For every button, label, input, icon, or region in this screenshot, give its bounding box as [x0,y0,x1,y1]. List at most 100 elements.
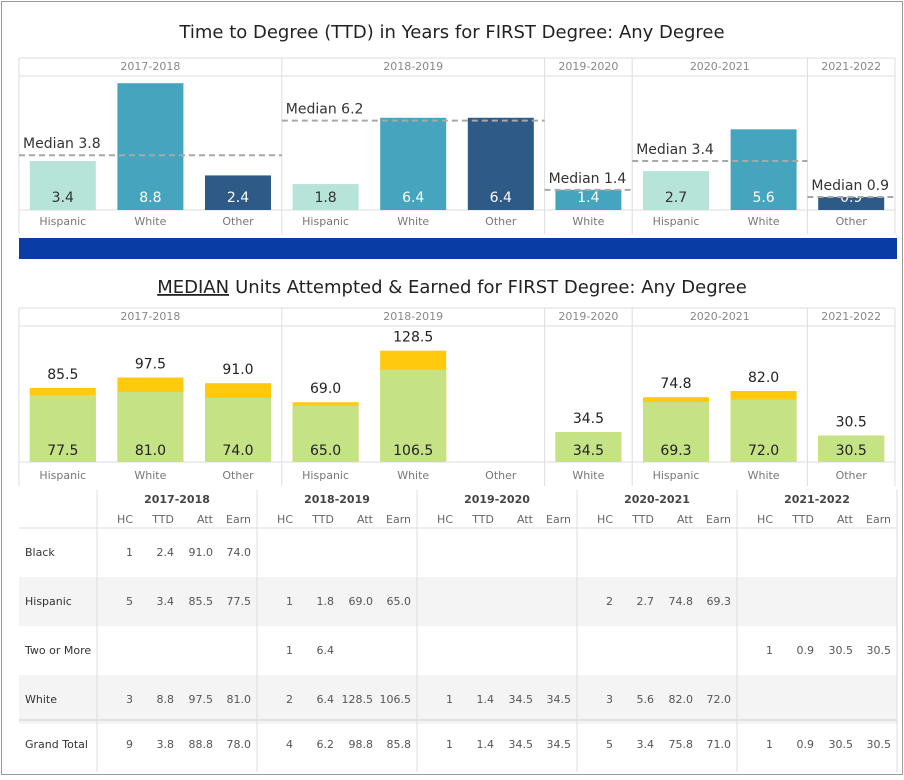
median-label: Median 3.8 [23,136,101,152]
category-label: Hispanic [302,469,349,482]
table-cell: 30.5 [867,644,892,657]
column-header: Att [357,513,374,526]
value-label: 77.5 [47,443,78,459]
category-label: Hispanic [39,215,86,228]
table-cell: 1 [286,595,293,608]
table-cell: 91.0 [189,546,214,559]
chart-title: Time to Degree (TTD) in Years for FIRST … [178,22,724,43]
bar [29,394,96,462]
table-cell: 1.4 [477,693,495,706]
panel-header: 2017-2018 [120,60,180,73]
column-header: TTD [151,513,174,526]
value-label: 72.0 [748,443,779,459]
value-label: 74.0 [222,443,253,459]
value-label: 106.5 [393,443,433,459]
table-cell: 30.5 [867,738,892,751]
table-cell: 97.5 [189,693,214,706]
row-label: Hispanic [25,595,72,608]
column-header: Earn [226,513,251,526]
table-cell: 75.8 [669,738,694,751]
category-label: White [397,469,429,482]
table-cell: 34.5 [547,738,572,751]
category-label: Hispanic [653,469,700,482]
category-label: White [572,215,604,228]
bar [555,432,622,462]
table-cell: 6.4 [317,644,335,657]
table-cell: 5.6 [637,693,655,706]
bar [117,391,184,462]
table-cell: 34.5 [547,693,572,706]
table-cell: 3.4 [637,738,655,751]
column-header: TTD [471,513,494,526]
bar [380,369,447,462]
value-label: 2.4 [227,190,249,206]
title-emphasis: MEDIAN [157,277,229,298]
panel-header: 2021-2022 [821,310,881,323]
bar [818,197,885,210]
column-header: Att [677,513,694,526]
value-label: 97.5 [135,357,166,373]
table-cell: 65.0 [387,595,412,608]
median-label: Median 3.4 [636,142,714,158]
category-label: Other [836,215,868,228]
table-cell: 6.2 [317,738,335,751]
table-cell: 5 [126,595,133,608]
value-label: 6.4 [402,190,424,206]
column-header: Att [837,513,854,526]
table-cell: 71.0 [707,738,732,751]
table-cell: 1.8 [317,595,335,608]
row-label: Grand Total [25,738,88,751]
panel-header: 2017-2018 [120,310,180,323]
table-cell: 34.5 [509,693,534,706]
value-label: 2.7 [665,190,687,206]
table-cell: 0.9 [797,738,815,751]
table-cell: 106.5 [380,693,412,706]
column-header: Earn [706,513,731,526]
table-cell: 2.4 [157,546,175,559]
column-header: Earn [386,513,411,526]
table-cell: 128.5 [342,693,374,706]
table-cell: 85.8 [387,738,412,751]
bar [205,175,271,210]
category-label: White [134,469,166,482]
table-cell: 3.4 [157,595,175,608]
value-label: 6.4 [490,190,512,206]
table-cell: 1 [446,693,453,706]
value-label: 1.4 [577,190,599,206]
row-shade [19,577,897,626]
bar [292,184,359,210]
column-header: Earn [546,513,571,526]
panel-header: 2018-2019 [383,310,443,323]
category-label: Other [222,215,254,228]
bar [380,117,447,210]
category-label: Hispanic [39,469,86,482]
chart-title: MEDIAN Units Attempted & Earned for FIRST… [157,277,747,298]
table-cell: 81.0 [227,693,252,706]
table-cell: 3 [126,693,133,706]
value-label: 30.5 [836,415,867,431]
value-label: 82.0 [748,370,779,386]
column-header: HC [117,513,133,526]
column-header: Earn [866,513,891,526]
value-label: 91.0 [222,362,253,378]
panel-header: 2018-2019 [383,60,443,73]
separator-bar [19,238,897,259]
column-header: HC [597,513,613,526]
table-cell: 2 [286,693,293,706]
category-label: Other [222,469,254,482]
category-label: Other [485,469,517,482]
value-label: 65.0 [310,443,341,459]
column-header: Att [517,513,534,526]
value-label: 85.5 [47,367,78,383]
row-label: Two or More [24,644,91,657]
group-header: 2017-2018 [144,493,210,506]
value-label: 1.8 [314,190,336,206]
table-cell: 74.8 [669,595,694,608]
panel-header: 2020-2021 [690,310,750,323]
table-cell: 1 [126,546,133,559]
group-header: 2019-2020 [464,493,530,506]
table-cell: 2 [606,595,613,608]
value-label: 8.8 [139,190,161,206]
table-cell: 1 [766,644,773,657]
